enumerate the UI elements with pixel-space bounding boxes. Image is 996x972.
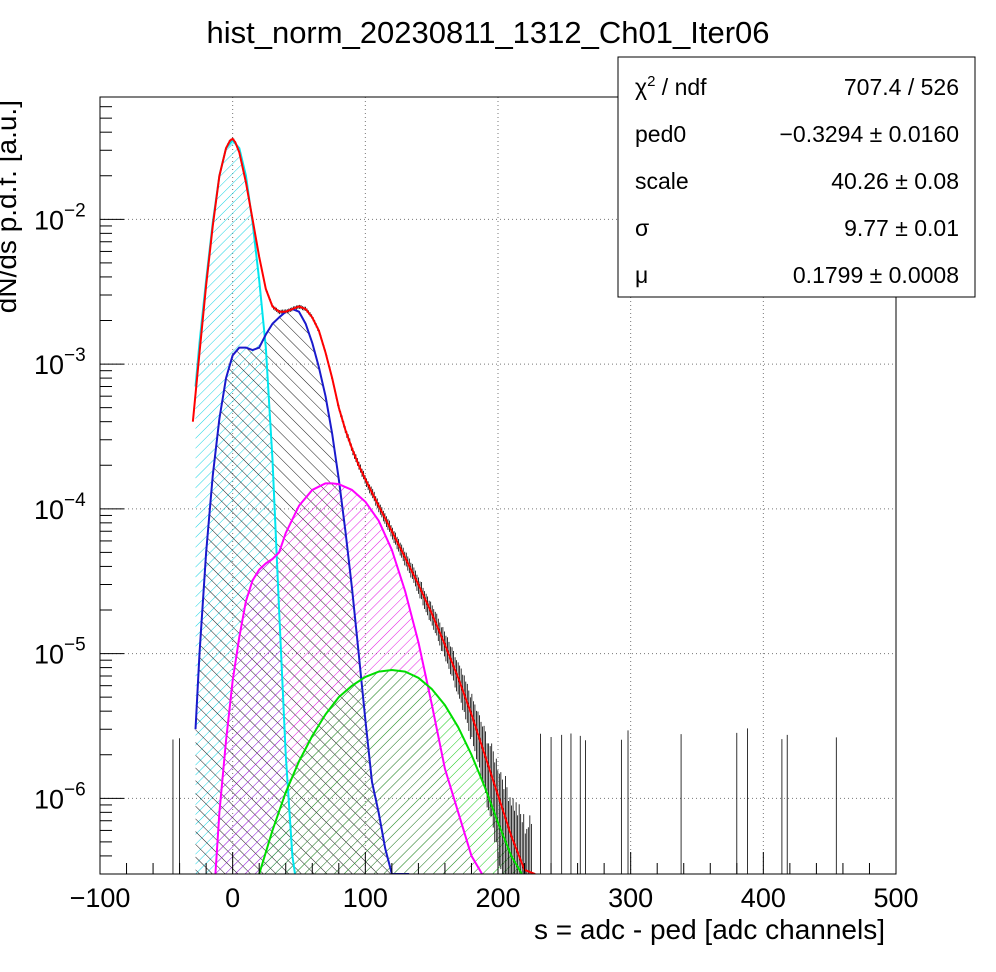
one-pe-component-curve [194, 308, 410, 874]
x-axis-label: s = adc - ped [adc channels] [534, 914, 885, 945]
three-pe-component-curve-fill [259, 669, 522, 874]
y-tick-label: 10−2 [34, 200, 86, 235]
y-tick-label: 10−3 [34, 345, 86, 380]
y-tick-label: 10−4 [34, 490, 86, 525]
total-fit-curve [191, 137, 536, 874]
stats-row-label: scale [635, 168, 689, 194]
two-pe-component-curve [214, 482, 483, 874]
x-tick-label: 300 [608, 883, 653, 913]
x-axis-ticks: −100 0 100 200 300 400 500 [70, 852, 919, 913]
y-axis-ticks: 10−2 10−3 10−4 10−5 10−6 [34, 96, 124, 875]
fit-statistics-box: χ2 / ndf 707.4 / 526 ped0 −0.3294 ± 0.0160 s… [617, 56, 976, 298]
x-tick-label: 500 [873, 883, 918, 913]
y-tick-label: 10−5 [34, 635, 86, 670]
component-fills [195, 140, 522, 874]
stats-row-value: 707.4 / 526 [844, 74, 959, 100]
stats-row-value: −0.3294 ± 0.0160 [779, 121, 959, 147]
chart-title: hist_norm_20230811_1312_Ch01_Iter06 [206, 15, 769, 50]
stats-row-value: 40.26 ± 0.08 [831, 168, 959, 194]
y-axis-label: dN/ds p.d.f. [a.u.] [0, 100, 22, 313]
x-tick-label: 400 [741, 883, 786, 913]
three-pe-component-curve [258, 668, 523, 874]
y-tick-label: 10−6 [34, 779, 86, 814]
x-tick-label: 100 [343, 883, 388, 913]
stats-box-frame [617, 56, 976, 298]
x-tick-label: 200 [475, 883, 520, 913]
stats-row-value: 9.77 ± 0.01 [844, 215, 959, 241]
stats-row-value: 0.1799 ± 0.0008 [793, 262, 959, 288]
stats-row-label: μ [635, 262, 648, 288]
x-tick-label: 0 [225, 883, 240, 913]
stats-row-label: σ [635, 215, 649, 241]
x-tick-label: −100 [70, 883, 131, 913]
fit-curves [191, 137, 536, 874]
stats-row-label: χ2 / ndf [635, 73, 707, 100]
stats-row-label: ped0 [635, 121, 686, 147]
